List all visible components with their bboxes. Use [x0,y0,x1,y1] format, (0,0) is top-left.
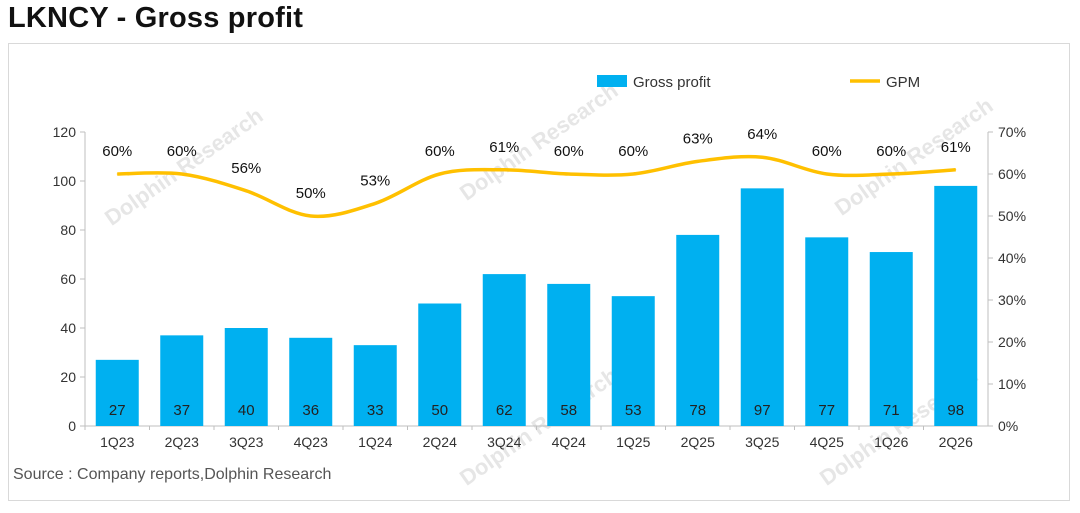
point-gpm [116,173,118,175]
legend-label-gross-profit: Gross profit [633,74,711,91]
x-axis-tick-label: 4Q23 [294,434,328,450]
line-gpm [117,154,956,219]
point-gpm [503,169,505,171]
x-axis-tick-label: 4Q24 [552,434,586,450]
point-gpm [181,173,183,175]
point-gpm [310,215,312,217]
bar-gross-profit [224,328,268,426]
point-gpm [439,173,441,175]
bar-gross-profit [160,335,204,426]
right-axis-tick-label: 10% [998,376,1026,392]
chart-frame [8,43,1070,501]
x-axis-tick-label: 3Q25 [745,434,779,450]
right-axis-tick-label: 70% [998,124,1026,140]
legend-label-gpm: GPM [886,74,920,91]
point-gpm [632,173,634,175]
bar-gross-profit [934,185,978,426]
left-axis-tick-label: 20 [60,369,76,385]
right-axis-tick-label: 60% [998,166,1026,182]
line-data-label: 61% [941,139,971,156]
legend-swatch-gross-profit [597,75,627,87]
line-data-label: 56% [231,160,261,177]
line-data-label: 60% [876,143,906,160]
bar-gross-profit [418,303,462,426]
source-note: Source : Company reports,Dolphin Researc… [13,466,332,483]
point-gpm [245,190,247,192]
line-data-label: 60% [102,143,132,160]
x-axis-tick-label: 2Q23 [165,434,199,450]
bar-data-label: 62 [496,402,513,419]
x-axis-tick-label: 2Q24 [423,434,457,450]
bar-data-label: 78 [689,402,706,419]
left-axis-tick-label: 100 [53,173,77,189]
bar-data-label: 50 [431,402,448,419]
point-gpm [955,169,957,171]
point-gpm [761,156,763,158]
bar-gross-profit [95,359,139,426]
bar-gross-profit [547,283,591,426]
x-axis-tick-label: 4Q25 [810,434,844,450]
right-axis-tick-label: 40% [998,250,1026,266]
x-axis-tick-label: 1Q26 [874,434,908,450]
bar-gross-profit [869,252,913,426]
line-data-label: 61% [489,139,519,156]
point-gpm [697,160,699,162]
point-gpm [568,173,570,175]
bar-data-label: 36 [302,402,319,419]
point-gpm [374,202,376,204]
left-axis-tick-label: 0 [68,418,76,434]
bar-gross-profit [676,234,720,426]
bar-data-label: 27 [109,402,126,419]
line-data-label: 60% [812,143,842,160]
bar-data-label: 98 [947,402,964,419]
left-axis-tick-label: 60 [60,271,76,287]
line-data-label: 60% [425,143,455,160]
bar-gross-profit [289,337,333,426]
line-data-label: 60% [554,143,584,160]
chart-title: LKNCY - Gross profit [8,2,304,34]
left-axis-tick-label: 80 [60,222,76,238]
line-data-label: 60% [167,143,197,160]
x-axis-tick-label: 2Q26 [939,434,973,450]
x-axis-tick-label: 2Q25 [681,434,715,450]
bar-gross-profit [611,296,655,426]
bar-data-label: 77 [818,402,835,419]
line-data-label: 64% [747,126,777,143]
bar-data-label: 58 [560,402,577,419]
bar-gross-profit [353,345,397,426]
line-data-label: 53% [360,172,390,189]
line-data-label: 63% [683,130,713,147]
bar-gross-profit [482,274,526,426]
x-axis-tick-label: 1Q24 [358,434,392,450]
bar-data-label: 97 [754,402,771,419]
point-gpm [890,173,892,175]
x-axis-tick-label: 3Q24 [487,434,521,450]
line-data-label: 50% [296,185,326,202]
bar-data-label: 71 [883,402,900,419]
bar-data-label: 40 [238,402,255,419]
bar-data-label: 37 [173,402,190,419]
x-axis-tick-label: 1Q25 [616,434,650,450]
right-axis-tick-label: 30% [998,292,1026,308]
x-axis-tick-label: 1Q23 [100,434,134,450]
bar-gross-profit [805,237,849,426]
right-axis-tick-label: 50% [998,208,1026,224]
left-axis-tick-label: 40 [60,320,76,336]
x-axis-tick-label: 3Q23 [229,434,263,450]
bar-data-label: 53 [625,402,642,419]
right-axis-tick-label: 20% [998,334,1026,350]
left-axis-tick-label: 120 [53,124,77,140]
bar-gross-profit [740,188,784,426]
bar-data-label: 33 [367,402,384,419]
line-data-label: 60% [618,143,648,160]
right-axis-tick-label: 0% [998,418,1018,434]
point-gpm [826,173,828,175]
